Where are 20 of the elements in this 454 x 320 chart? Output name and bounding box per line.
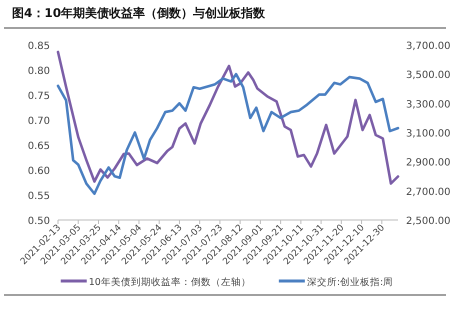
legend-label: 深交所:创业板指:周: [306, 276, 394, 288]
y-tick-label: 0.75: [28, 91, 50, 102]
y-tick-label: 0.60: [28, 166, 50, 177]
legend-label: 10年美债到期收益率：倒数（左轴）: [88, 276, 251, 288]
y2-tick-label: 2,900.00: [406, 158, 451, 169]
line-series: [56, 50, 400, 185]
y2-tick-label: 2,700.00: [406, 186, 451, 198]
y2-tick-label: 3,300.00: [406, 99, 451, 110]
chart-title: 图4：10年期美债收益率（倒数）与创业板指数: [12, 6, 266, 20]
y-tick-label: 0.50: [28, 216, 50, 227]
line-series: [56, 72, 400, 196]
y2-tick-label: 2,500.00: [406, 216, 451, 227]
y-tick-label: 0.80: [28, 66, 50, 77]
y2-tick-label: 3,500.00: [406, 70, 451, 82]
y-tick-label: 0.65: [28, 141, 50, 152]
y-tick-label: 0.85: [28, 41, 50, 52]
y-tick-label: 0.55: [28, 191, 50, 202]
y-tick-label: 0.70: [28, 116, 50, 127]
y2-tick-label: 3,700.00: [406, 41, 451, 52]
y2-tick-label: 3,100.00: [406, 128, 451, 140]
